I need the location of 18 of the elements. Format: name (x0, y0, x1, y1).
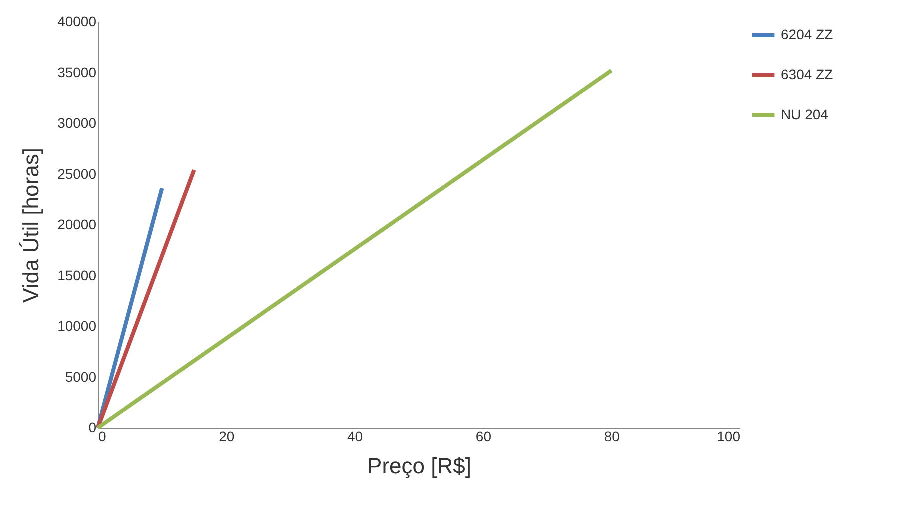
y-tick-label: 5000 (65, 368, 97, 385)
legend-label: 6204 ZZ (781, 26, 834, 42)
y-tick-label: 25000 (58, 166, 97, 182)
y-tick-label: 40000 (58, 14, 97, 30)
y-tick-label: 20000 (58, 216, 97, 232)
x-tick-label: 60 (476, 428, 492, 444)
x-axis-title: Preço [R$] (368, 454, 472, 478)
x-tick-label: 20 (219, 428, 235, 444)
y-tick-label: 15000 (58, 267, 97, 284)
x-tick-label: 100 (717, 428, 741, 444)
y-axis-title: Vida Útil [horas] (18, 148, 44, 303)
y-tick-label: 10000 (58, 318, 97, 334)
x-tick-label: 40 (348, 428, 364, 444)
legend-label: NU 204 (781, 106, 829, 122)
legend-label: 6304 ZZ (781, 66, 834, 82)
x-tick-label: 80 (604, 428, 620, 444)
y-tick-label: 35000 (58, 64, 97, 80)
y-tick-label: 30000 (58, 115, 97, 131)
